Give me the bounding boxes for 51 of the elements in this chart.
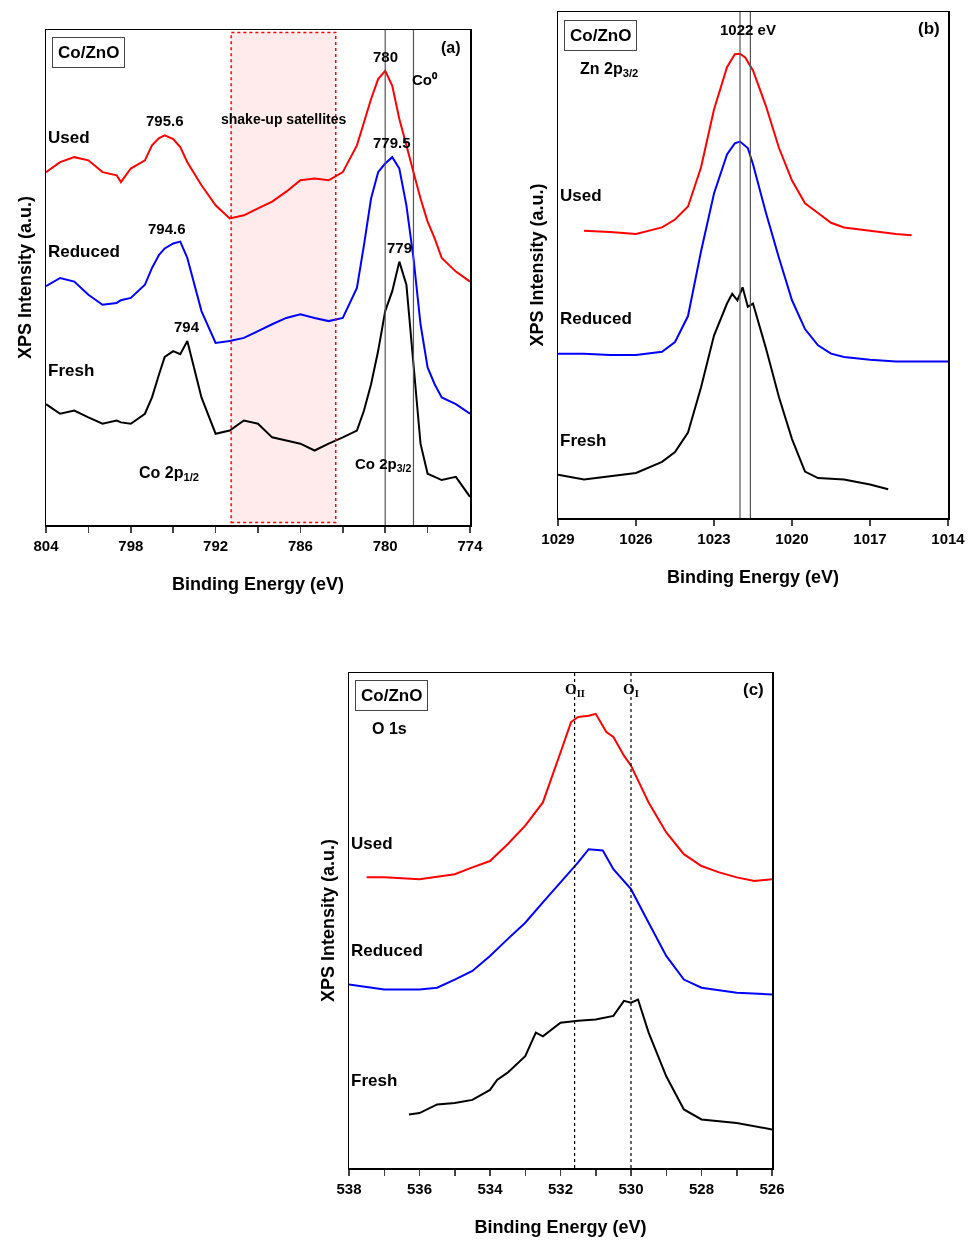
- x-tick-label: 1023: [697, 529, 731, 547]
- series-label: Reduced: [351, 941, 423, 960]
- series-label: Fresh: [48, 361, 95, 380]
- series-label: Used: [560, 186, 602, 205]
- x-tick-label: 532: [547, 1179, 574, 1197]
- series-label: Reduced: [48, 242, 120, 261]
- series-label: Used: [48, 128, 90, 147]
- x-tick-label: 792: [203, 536, 229, 554]
- annotation: 780: [373, 48, 399, 65]
- x-axis-title: Binding Energy (eV): [171, 574, 345, 595]
- series-label: Fresh: [560, 431, 607, 450]
- annotation: 794.6: [148, 220, 186, 237]
- x-tick-label: 798: [118, 536, 144, 554]
- x-tick-label: 1026: [619, 529, 653, 547]
- text: (a): [441, 39, 461, 56]
- band-label: shake-up satellites: [221, 111, 347, 127]
- text: Co/ZnO: [58, 43, 120, 62]
- x-axis-title: Binding Energy (eV): [474, 1217, 647, 1238]
- text: Co/ZnO: [570, 26, 632, 45]
- x-tick-label: 774: [457, 536, 484, 554]
- annotation: Zn 2p$_{3/2}$: [580, 60, 639, 80]
- y-axis-title: XPS Intensity (a.u.): [317, 838, 338, 1003]
- series-label: Fresh: [351, 1071, 398, 1090]
- x-tick-label: 528: [688, 1179, 715, 1197]
- x-tick-label: 538: [336, 1179, 362, 1197]
- x-tick-label: 780: [372, 536, 398, 554]
- x-axis-title: Binding Energy (eV): [666, 567, 840, 588]
- series-label: Used: [351, 834, 393, 853]
- annotation: O$_{I}$: [623, 681, 639, 700]
- x-tick-label: 534: [477, 1179, 504, 1197]
- x-tick-label: 1017: [853, 529, 887, 547]
- x-tick-label: 804: [33, 536, 60, 554]
- annotation: 794: [174, 318, 200, 335]
- x-tick-label: 530: [618, 1179, 644, 1197]
- x-tick-label: 1029: [541, 529, 575, 547]
- annotation: O 1s: [372, 720, 407, 737]
- x-tick-label: 526: [759, 1179, 785, 1197]
- annotation: Co 2p$_{3/2}$: [355, 455, 412, 475]
- x-tick-label: 1020: [775, 529, 809, 547]
- text: Co/ZnO: [361, 686, 423, 705]
- y-axis-title: XPS Intensity (a.u.): [526, 183, 547, 347]
- text: (b): [918, 19, 940, 38]
- annotation: 779: [387, 239, 413, 256]
- x-tick-label: 786: [287, 536, 313, 554]
- text: (c): [743, 680, 764, 699]
- y-axis-title: XPS Intensity (a.u.): [14, 195, 35, 360]
- series-label: Reduced: [560, 309, 632, 328]
- annotation: 795.6: [146, 112, 184, 129]
- annotation: Co 2p$_{1/2}$: [139, 464, 200, 484]
- x-tick-label: 536: [406, 1179, 433, 1197]
- x-tick-label: 1014: [931, 529, 966, 547]
